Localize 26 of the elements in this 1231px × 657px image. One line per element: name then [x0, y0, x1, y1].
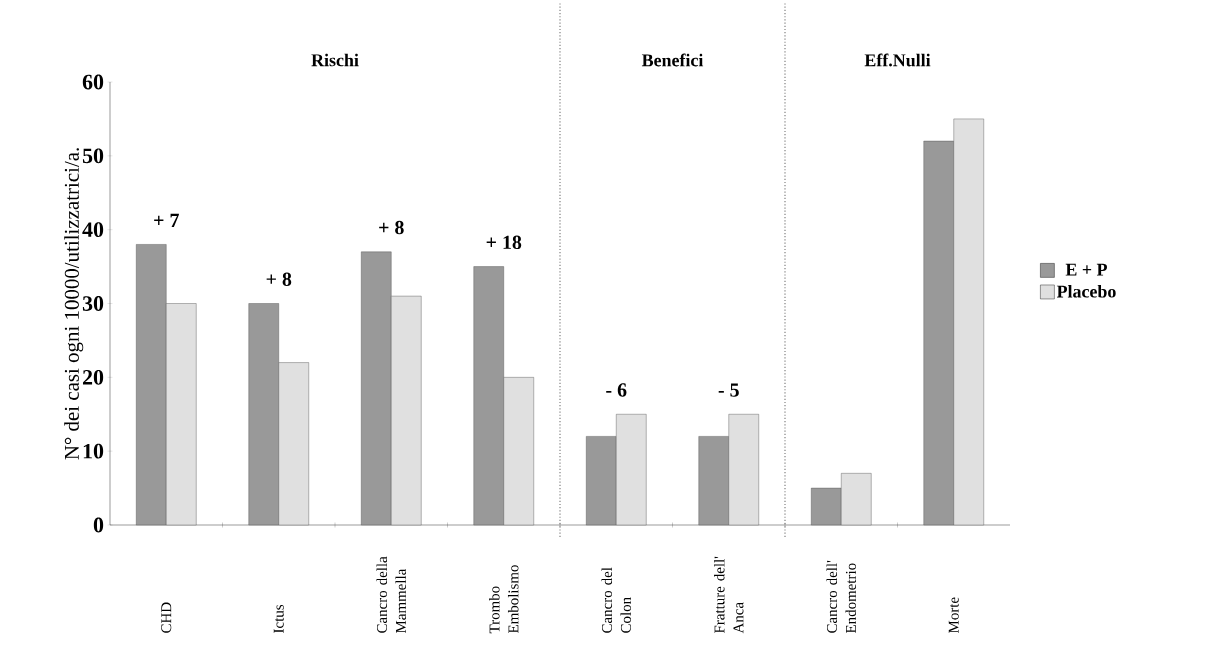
x-tick-label: Morte — [948, 597, 959, 634]
annotation: + 8 — [266, 272, 292, 286]
y-tick-label: 20 — [82, 369, 104, 385]
legend-label: Placebo — [1056, 284, 1116, 298]
x-tick-label: Trombo Embolismo — [489, 565, 519, 634]
y-tick-label: 40 — [82, 222, 104, 238]
annotation: + 18 — [486, 235, 522, 250]
y-tick-label: 60 — [82, 74, 104, 90]
annotation: + 8 — [379, 220, 404, 235]
y-tick-label: 30 — [82, 296, 104, 311]
annotation: - 5 — [718, 383, 739, 397]
annotation: + 7 — [154, 213, 179, 227]
x-tick-label: Cancro dell' Endometrio — [826, 560, 856, 634]
x-tick-label: CHD — [161, 602, 172, 633]
annotation: - 6 — [606, 383, 627, 397]
legend-label: E + P — [1065, 263, 1107, 276]
text: Rischi — [311, 53, 359, 67]
x-tick-label: Cancro della Mammella — [376, 556, 406, 634]
text: Benefici — [641, 53, 704, 67]
text: Eff.Nulli — [864, 53, 931, 67]
y-tick-label: 0 — [93, 517, 104, 533]
x-tick-label: Fratture dell' Anca — [714, 556, 744, 634]
y-tick-label: 10 — [83, 443, 104, 459]
y-tick-label: 50 — [82, 148, 104, 164]
x-tick-label: Cancro del Colon — [601, 567, 631, 633]
x-tick-label: Ictus — [273, 604, 284, 633]
